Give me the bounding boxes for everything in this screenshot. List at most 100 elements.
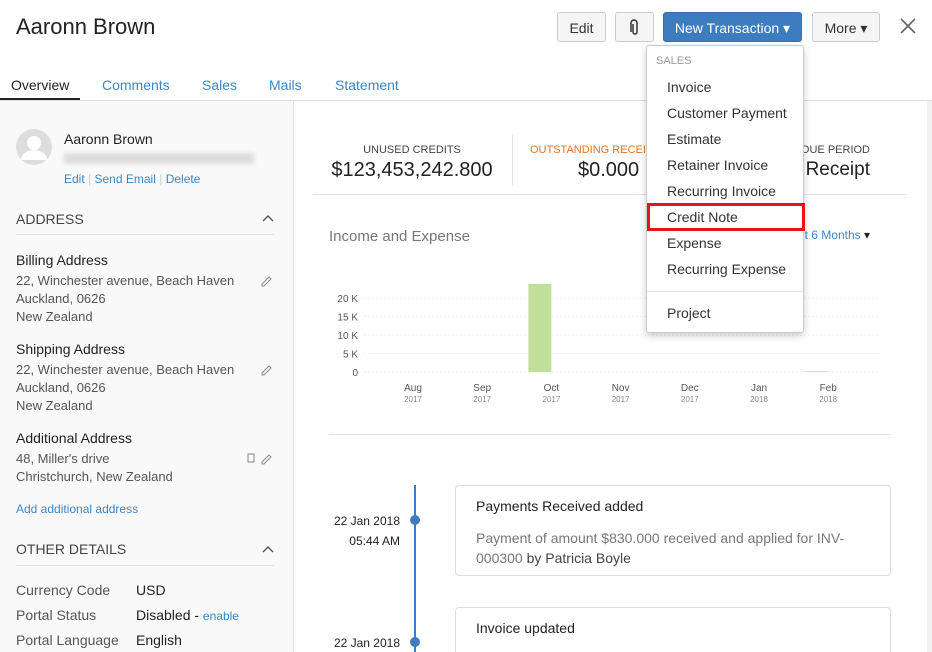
dropdown-item[interactable]: Expense <box>667 235 722 251</box>
address-label: Shipping Address <box>16 341 125 357</box>
event-date: 22 Jan 2018 <box>333 636 400 650</box>
tab[interactable]: Overview <box>11 77 70 93</box>
event-date: 22 Jan 2018 <box>333 514 400 528</box>
address-lines: 48, Miller's drive Christchurch, New Zeal… <box>16 450 173 486</box>
add-address-link[interactable]: Add additional address <box>16 502 139 516</box>
section-heading: OTHER DETAILS <box>16 541 127 557</box>
collapse-icon[interactable] <box>262 545 274 553</box>
dropdown-item[interactable]: Customer Payment <box>667 105 787 121</box>
contact-name: Aaronn Brown <box>64 131 153 147</box>
address-line: 22, Winchester avenue, Beach Haven <box>16 273 235 288</box>
divider <box>0 100 932 101</box>
event-text: Payment of amount $830.000 received and … <box>476 530 845 566</box>
dropdown-item[interactable]: Retainer Invoice <box>667 157 769 173</box>
x-tick-year: 2017 <box>681 395 699 404</box>
tab-underline <box>0 98 80 100</box>
address-lines: 22, Winchester avenue, Beach Haven Auckla… <box>16 361 234 415</box>
button-label: New Transaction <box>674 20 780 36</box>
bar <box>805 371 829 372</box>
detail-text: USD <box>136 582 166 598</box>
x-tick-year: 2018 <box>750 395 768 404</box>
enable-link[interactable]: enable <box>202 609 239 623</box>
blurred-email <box>64 153 254 164</box>
x-tick-label: Oct <box>544 383 560 394</box>
send-email-link[interactable]: Send Email <box>94 172 156 186</box>
detail-label: Currency Code <box>16 582 111 598</box>
address-line: New Zealand <box>16 309 93 324</box>
x-tick-year: 2017 <box>473 395 491 404</box>
transaction-dropdown: SALES Project Invoice Customer Payment Est… <box>646 45 805 333</box>
divider <box>512 135 513 185</box>
divider <box>313 194 907 195</box>
event-author: by Patricia Boyle <box>526 550 631 566</box>
x-tick-label: Dec <box>681 383 699 394</box>
event-time: 05:44 AM <box>349 534 400 548</box>
divider <box>16 234 274 235</box>
address-line: Auckland, 0626 <box>16 291 106 306</box>
tab[interactable]: Mails <box>269 77 302 93</box>
summary-value: $123,453,242.800 <box>331 159 493 181</box>
address-label: Billing Address <box>16 252 108 268</box>
dropdown-item[interactable]: Recurring Expense <box>667 261 787 277</box>
delete-link[interactable]: Delete <box>165 172 201 186</box>
dropdown-section: SALES <box>656 55 692 67</box>
dropdown-item[interactable]: Estimate <box>667 131 722 147</box>
x-tick-year: 2017 <box>404 395 422 404</box>
detail-value: USD <box>136 582 166 598</box>
detail-label: Portal Language <box>16 632 119 648</box>
event-title: Payments Received added <box>476 498 644 514</box>
dropdown-item[interactable]: Recurring Invoice <box>667 183 776 199</box>
event-card: Invoice updated <box>455 607 891 652</box>
scrollbar <box>927 101 932 652</box>
address-lines: 22, Winchester avenue, Beach Haven Auckla… <box>16 272 234 326</box>
detail-value: English <box>136 632 182 648</box>
y-tick-label: 5 K <box>343 350 358 361</box>
edit-button[interactable]: Edit <box>557 12 606 42</box>
x-tick-label: Feb <box>820 383 838 394</box>
dropdown-item[interactable]: Project <box>667 305 711 321</box>
address-line: 48, Miller's drive <box>16 451 110 466</box>
close-icon[interactable] <box>900 18 916 34</box>
collapse-icon[interactable] <box>262 214 274 222</box>
edit-link[interactable]: Edit <box>64 172 85 186</box>
timeline-dot <box>410 515 420 525</box>
attach-button[interactable] <box>615 12 654 42</box>
tab[interactable]: Statement <box>335 77 399 93</box>
new-transaction-button[interactable]: New Transaction ▾ <box>663 12 802 42</box>
event-body: Payment of amount $830.000 received and … <box>476 528 856 568</box>
x-tick-label: Jan <box>751 383 767 394</box>
tab[interactable]: Comments <box>102 77 170 93</box>
left-panel <box>0 101 294 652</box>
detail-label: Portal Status <box>16 607 97 623</box>
x-tick-year: 2018 <box>819 395 837 404</box>
section-heading: ADDRESS <box>16 211 84 227</box>
timeline-dot <box>410 637 420 647</box>
y-tick-label: 15 K <box>337 313 358 324</box>
more-button[interactable]: More ▾ <box>812 12 880 42</box>
detail-value: Disabled - enable <box>136 607 239 623</box>
avatar <box>16 129 52 165</box>
contact-actions: Edit | Send Email | Delete <box>64 172 201 186</box>
y-tick-label: 10 K <box>337 331 358 342</box>
dropdown-item[interactable]: Invoice <box>667 79 712 95</box>
divider <box>329 434 891 435</box>
edit-icons <box>247 276 272 465</box>
summary-label: UNUSED CREDITS <box>363 144 461 156</box>
timeline-line <box>414 485 416 652</box>
event-card: Payments Received added Payment of amount… <box>455 485 891 576</box>
address-line: 22, Winchester avenue, Beach Haven <box>16 362 235 377</box>
event-title: Invoice updated <box>476 620 575 636</box>
x-tick-label: Nov <box>612 383 630 394</box>
x-tick-year: 2017 <box>612 395 630 404</box>
tab[interactable]: Sales <box>202 77 238 93</box>
bar <box>528 283 552 372</box>
clip-icon <box>629 19 638 35</box>
chart-title: Income and Expense <box>329 228 470 245</box>
summary-value: $0.000 <box>578 159 640 181</box>
dropdown-item[interactable]: Credit Note <box>667 209 738 225</box>
detail-text: English <box>136 632 182 648</box>
y-tick-label: 0 <box>352 368 358 379</box>
period-selector[interactable]: Last 6 Months ▾ <box>785 228 870 242</box>
income-expense-chart: 05 K10 K15 K20 KAug2017Sep2017Oct2017Nov… <box>337 283 880 404</box>
